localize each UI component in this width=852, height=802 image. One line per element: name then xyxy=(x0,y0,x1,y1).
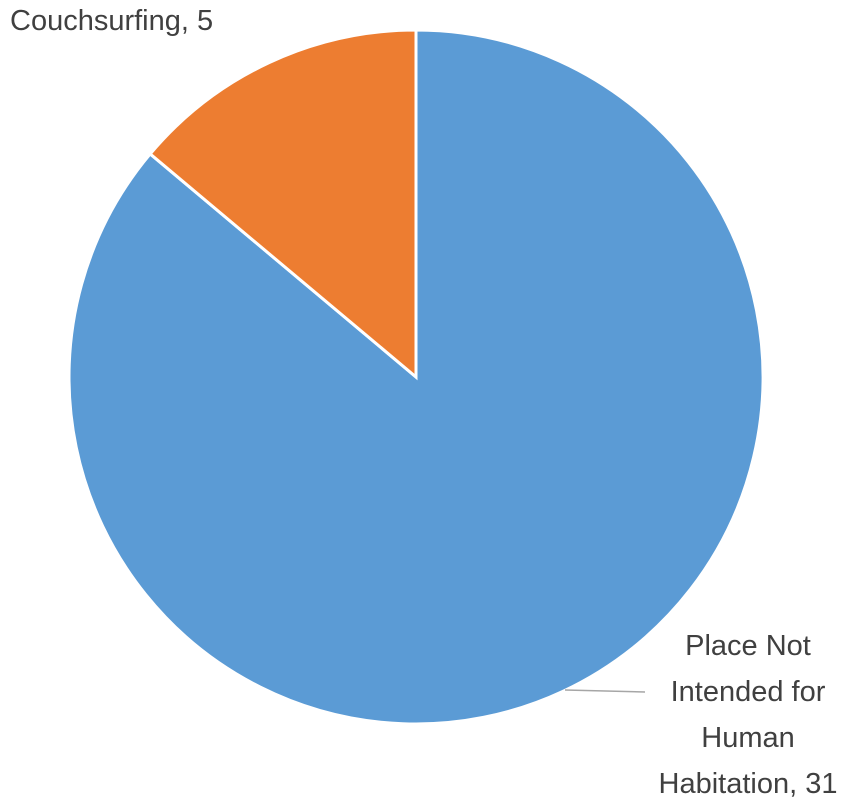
label-line: Human xyxy=(701,722,795,754)
data-label: Couchsurfing, 5 xyxy=(10,5,213,37)
data-label: Place Not Intended for Human Habitation, 31 xyxy=(659,630,838,800)
label-line: Couchsurfing, 5 xyxy=(10,5,213,37)
leader-line xyxy=(564,689,646,693)
label-line: Place Not xyxy=(685,630,811,662)
pie-slice xyxy=(148,28,418,381)
label-line: Habitation, 31 xyxy=(659,768,838,800)
label-line: Intended for xyxy=(671,676,826,708)
